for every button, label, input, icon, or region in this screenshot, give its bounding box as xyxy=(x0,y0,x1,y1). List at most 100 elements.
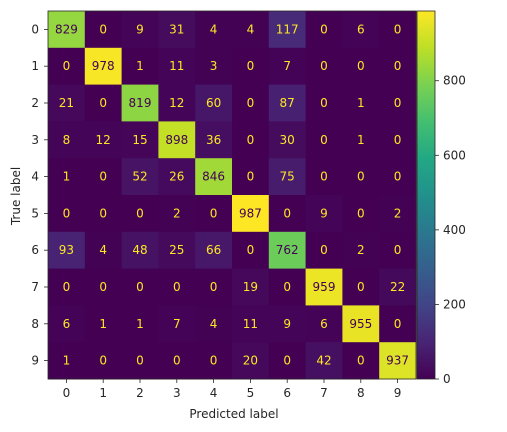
cell-value-label: 0 xyxy=(247,170,255,184)
heatmap-cell xyxy=(158,11,196,49)
cell-value-label: 829 xyxy=(55,22,78,36)
cell-value-label: 0 xyxy=(283,354,291,368)
x-tick-label: 4 xyxy=(210,386,218,400)
colorbar xyxy=(416,10,436,380)
heatmap-cell xyxy=(195,121,233,159)
cell-value-label: 3 xyxy=(210,59,218,73)
cell-value-label: 0 xyxy=(99,354,107,368)
heatmap-cell xyxy=(232,11,270,49)
cell-value-label: 93 xyxy=(59,243,74,257)
cell-value-label: 1 xyxy=(136,317,144,331)
heatmap-cell xyxy=(379,158,417,196)
cell-value-label: 117 xyxy=(276,22,299,36)
cell-value-label: 1 xyxy=(63,354,71,368)
cell-value-label: 2 xyxy=(173,206,181,220)
cell-value-label: 48 xyxy=(132,243,147,257)
cell-value-label: 12 xyxy=(169,96,184,110)
heatmap-cell xyxy=(268,195,307,233)
heatmap-cell xyxy=(121,195,159,233)
cell-value-label: 1 xyxy=(357,133,365,147)
cell-value-label: 0 xyxy=(394,170,402,184)
heatmap-cell xyxy=(158,47,196,86)
cell-value-label: 7 xyxy=(173,317,181,331)
cell-value-label: 0 xyxy=(357,170,365,184)
heatmap-cell xyxy=(121,121,159,159)
heatmap-cell xyxy=(121,342,159,380)
cell-value-labels: 829 0 9 31 4 4 117 0 6 00 978 1 11 3 0 7 0 0 021 0 819 12 60 0 8… xyxy=(55,22,409,367)
heatmap-cell xyxy=(48,11,86,49)
heatmap-cell xyxy=(305,47,343,86)
cell-value-label: 0 xyxy=(320,170,328,184)
cell-value-label: 0 xyxy=(247,59,255,73)
cell-value-label: 52 xyxy=(132,170,147,184)
cell-value-label: 6 xyxy=(63,317,71,331)
heatmap-cell xyxy=(48,231,86,270)
heatmap-cell xyxy=(158,231,196,270)
cell-value-label: 955 xyxy=(349,317,372,331)
heatmap-cell xyxy=(195,158,233,196)
heatmap-cell xyxy=(195,342,233,380)
heatmap-cell xyxy=(121,268,159,306)
heatmap-cell xyxy=(84,11,123,49)
cell-value-label: 762 xyxy=(276,243,299,257)
heatmap-cell xyxy=(268,121,307,159)
heatmap-cell xyxy=(84,84,123,122)
heatmap-cell xyxy=(379,342,417,380)
cell-value-label: 0 xyxy=(136,280,144,294)
cell-value-label: 0 xyxy=(357,280,365,294)
heatmap-cell xyxy=(84,305,123,343)
heatmap-cell xyxy=(305,195,343,233)
y-axis-title: True label xyxy=(9,167,23,226)
heatmap-cell xyxy=(121,84,159,122)
colorbar-tick-label: 800 xyxy=(443,74,466,88)
heatmap-cell xyxy=(305,268,343,306)
cell-value-label: 0 xyxy=(136,206,144,220)
cell-value-label: 0 xyxy=(99,22,107,36)
cell-value-label: 0 xyxy=(63,59,71,73)
cell-value-label: 8 xyxy=(63,133,71,147)
cell-value-label: 22 xyxy=(390,280,405,294)
heatmap-cell xyxy=(268,268,307,306)
x-tick-label: 1 xyxy=(99,386,107,400)
heatmap-cell xyxy=(195,84,233,122)
heatmap-cell xyxy=(232,305,270,343)
cell-value-label: 0 xyxy=(394,59,402,73)
cell-value-label: 0 xyxy=(394,22,402,36)
heatmap-cell xyxy=(48,195,86,233)
cell-value-label: 0 xyxy=(173,280,181,294)
cell-value-label: 978 xyxy=(92,59,115,73)
plot-frame xyxy=(47,10,417,380)
heatmap-cell xyxy=(379,47,417,86)
heatmap-cell xyxy=(84,47,123,86)
heatmap-cell xyxy=(305,342,343,380)
heatmap-cell xyxy=(158,84,196,122)
heatmap-cell xyxy=(48,84,86,122)
cell-value-label: 7 xyxy=(283,59,291,73)
x-tick-label: 9 xyxy=(394,386,402,400)
heatmap-cell xyxy=(268,47,307,86)
heatmap-cell xyxy=(121,11,159,49)
cell-value-label: 0 xyxy=(394,133,402,147)
cell-value-label: 0 xyxy=(136,354,144,368)
cell-value-label: 21 xyxy=(59,96,74,110)
heatmap-cell xyxy=(195,11,233,49)
y-tick-label: 3 xyxy=(31,133,39,147)
heatmap-cell xyxy=(84,158,123,196)
heatmap-cell xyxy=(158,342,196,380)
cell-value-label: 30 xyxy=(280,133,295,147)
cell-value-label: 0 xyxy=(320,133,328,147)
cell-value-label: 4 xyxy=(247,22,255,36)
cell-value-label: 1 xyxy=(136,59,144,73)
y-tick-label: 9 xyxy=(31,354,39,368)
heatmap-cell xyxy=(232,342,270,380)
cell-value-label: 36 xyxy=(206,133,221,147)
colorbar-tick-label: 0 xyxy=(443,372,451,386)
cell-value-label: 0 xyxy=(394,243,402,257)
cell-value-label: 937 xyxy=(386,354,409,368)
x-tick-label: 7 xyxy=(320,386,328,400)
x-tick-label: 3 xyxy=(173,386,181,400)
cell-value-label: 4 xyxy=(210,317,218,331)
cell-value-label: 0 xyxy=(99,96,107,110)
cell-value-label: 0 xyxy=(357,59,365,73)
heatmap-cell xyxy=(121,158,159,196)
